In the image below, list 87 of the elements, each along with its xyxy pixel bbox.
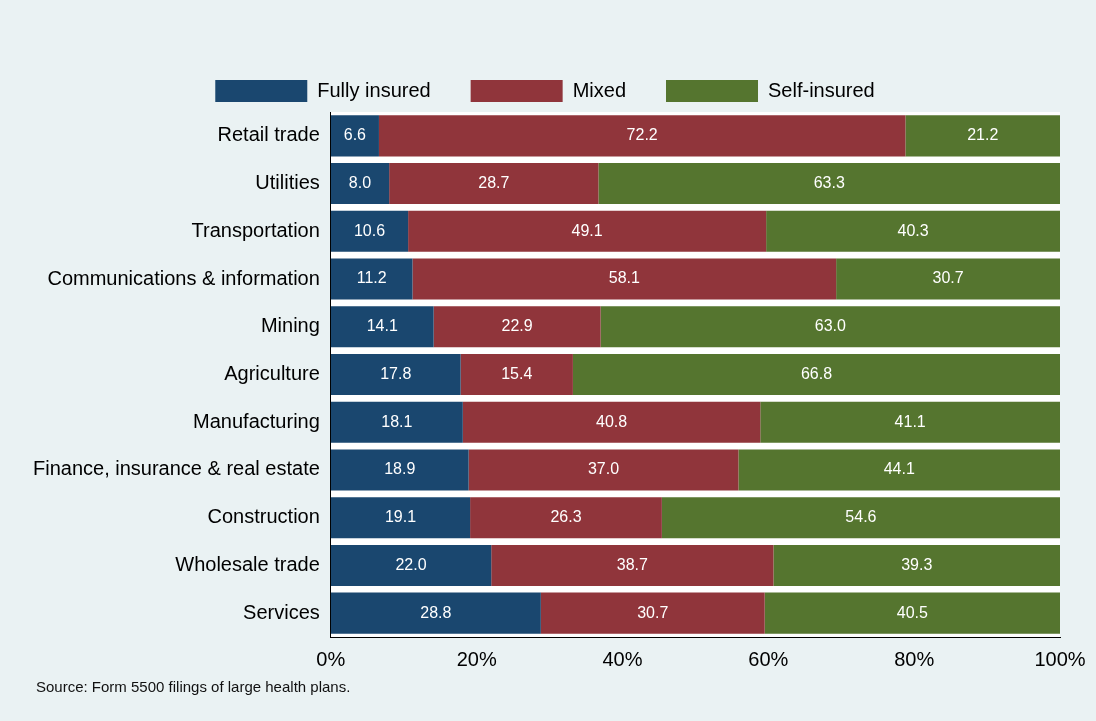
data-label: 49.1 <box>571 221 603 239</box>
bar <box>330 401 463 443</box>
bar <box>330 115 379 157</box>
bar <box>330 210 409 252</box>
bar <box>330 449 469 491</box>
bar <box>378 115 906 157</box>
bar <box>836 258 1060 300</box>
data-label: 63.0 <box>814 317 846 335</box>
data-label: 58.1 <box>608 269 640 287</box>
bar <box>389 163 599 205</box>
x-tick-label: 0% <box>316 647 346 670</box>
y-tick-label: Retail trade <box>217 123 320 146</box>
bar <box>412 258 837 300</box>
bar <box>773 544 1060 586</box>
x-tick-label: 40% <box>602 647 643 670</box>
bar <box>766 210 1060 252</box>
bar <box>468 449 739 491</box>
bar <box>600 306 1060 348</box>
data-label: 11.2 <box>356 269 387 287</box>
x-tick-label: 80% <box>894 647 935 670</box>
bar <box>738 449 1060 491</box>
data-label: 21.2 <box>967 126 999 144</box>
data-label: 19.1 <box>384 508 417 526</box>
data-label: 30.7 <box>637 603 669 621</box>
bar <box>764 592 1060 634</box>
data-label: 14.1 <box>366 317 398 335</box>
data-label: 18.9 <box>384 460 416 478</box>
bar <box>460 353 573 396</box>
bar <box>598 163 1060 205</box>
data-label: 40.5 <box>896 603 929 621</box>
data-label: 39.3 <box>901 555 933 573</box>
y-tick-label: Utilities <box>255 171 320 194</box>
y-tick-label: Finance, insurance & real estate <box>33 457 320 480</box>
data-label: 66.8 <box>800 364 833 382</box>
data-label: 40.8 <box>595 412 628 430</box>
data-label: 40.3 <box>897 221 929 239</box>
bar <box>408 210 767 252</box>
bar <box>330 497 471 539</box>
data-label: 10.6 <box>353 221 386 239</box>
bar <box>661 497 1060 539</box>
data-label: 28.8 <box>420 603 452 621</box>
y-tick-label: Services <box>243 600 320 623</box>
bar <box>330 592 541 634</box>
data-label: 26.3 <box>550 508 582 526</box>
legend-label: Mixed <box>572 78 627 101</box>
bar <box>433 306 601 348</box>
x-tick-label: 100% <box>1034 647 1086 670</box>
y-tick-label: Construction <box>207 505 320 528</box>
y-tick-label: Communications & information <box>47 266 320 289</box>
bar <box>462 401 761 443</box>
y-tick-label: Transportation <box>191 218 320 241</box>
data-label: 63.3 <box>813 174 845 191</box>
bar <box>905 115 1060 157</box>
y-tick-label: Manufacturing <box>193 409 320 432</box>
x-tick-label: 60% <box>748 647 789 670</box>
bar <box>330 163 390 205</box>
data-label: 8.0 <box>348 174 372 191</box>
data-label: 17.8 <box>380 364 412 382</box>
data-label: 37.0 <box>587 460 620 478</box>
data-label: 54.6 <box>845 508 877 526</box>
bar <box>330 306 434 348</box>
data-label: 15.4 <box>501 364 533 382</box>
data-label: 18.1 <box>381 412 413 430</box>
y-tick-label: Agriculture <box>224 362 320 385</box>
y-tick-label: Mining <box>260 314 320 337</box>
bar <box>330 544 492 586</box>
bar <box>330 353 461 396</box>
x-tick-label: 20% <box>456 647 497 670</box>
data-label: 38.7 <box>616 555 649 573</box>
data-label: 28.7 <box>478 174 510 191</box>
data-label: 22.0 <box>395 555 427 573</box>
legend-label: Fully insured <box>317 78 431 101</box>
data-label: 22.9 <box>501 317 533 335</box>
bar <box>540 592 765 634</box>
data-label: 44.1 <box>883 460 915 478</box>
source-note: Source: Form 5500 filings of large health plans. <box>36 678 351 695</box>
y-tick-label: Wholesale trade <box>175 552 320 575</box>
data-label: 41.1 <box>894 412 926 430</box>
bar <box>330 258 413 300</box>
bar <box>491 544 774 586</box>
legend-label: Self-insured <box>768 78 875 101</box>
bar <box>572 353 1060 396</box>
data-label: 30.7 <box>932 269 964 287</box>
bar <box>760 401 1060 443</box>
data-label: 6.6 <box>343 126 367 144</box>
data-label: 72.2 <box>626 126 658 144</box>
bar <box>470 497 662 539</box>
